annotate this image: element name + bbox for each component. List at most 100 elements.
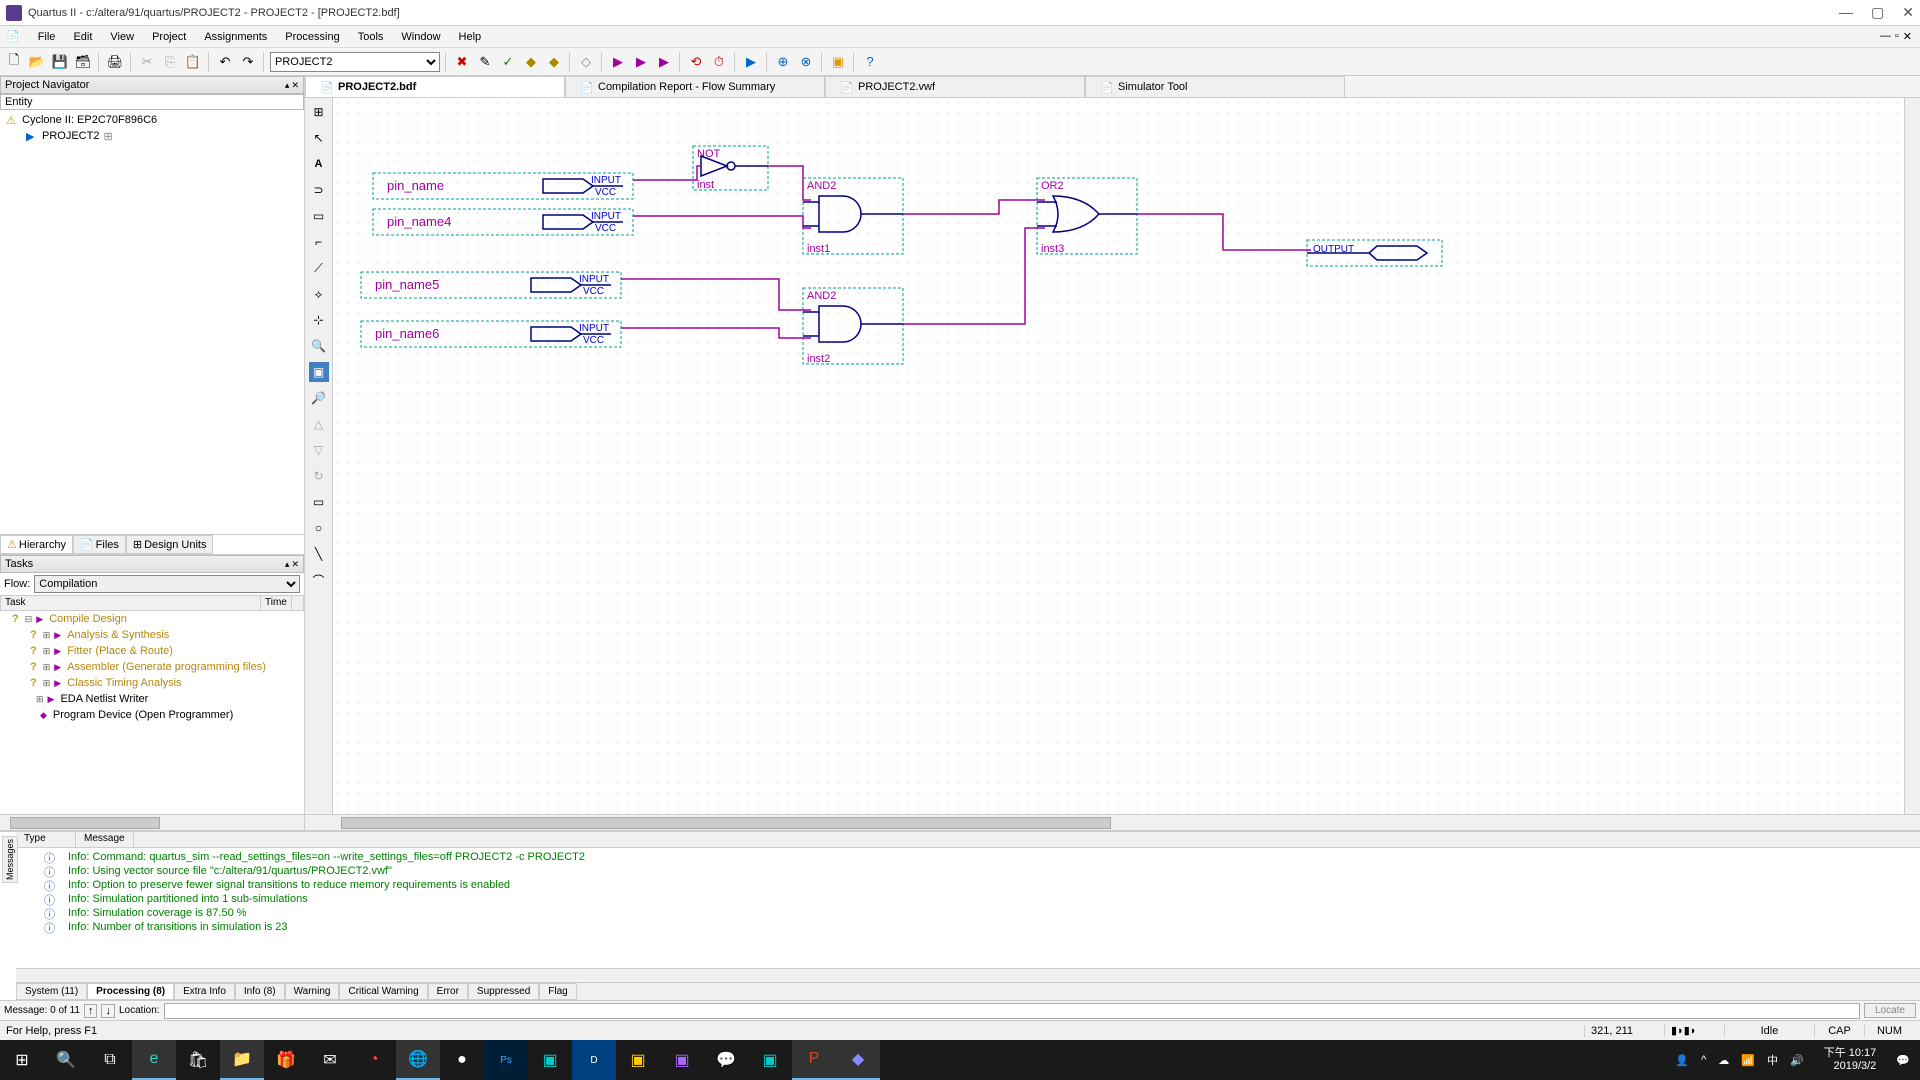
- message-row[interactable]: ⓘInfo: Number of transitions in simulati…: [16, 920, 1920, 934]
- tray-cloud-icon[interactable]: ☁: [1718, 1054, 1729, 1067]
- tasks-pin-icon[interactable]: ▴: [285, 559, 290, 570]
- task-row[interactable]: ?⊞▶Assembler (Generate programming files…: [0, 659, 304, 675]
- app-icon-8[interactable]: ▣: [748, 1040, 792, 1080]
- doc-close-icon[interactable]: ✕: [1903, 30, 1912, 43]
- tasks-close-icon[interactable]: ✕: [291, 559, 299, 570]
- tool-icon-6[interactable]: ◇: [576, 52, 596, 72]
- message-row[interactable]: ⓘInfo: Simulation partitioned into 1 sub…: [16, 892, 1920, 906]
- tasks-list[interactable]: ?⊟▶Compile Design?⊞▶Analysis & Synthesis…: [0, 611, 304, 814]
- tray-ime-icon[interactable]: 中: [1767, 1052, 1778, 1068]
- message-row[interactable]: ⓘInfo: Command: quartus_sim --read_setti…: [16, 850, 1920, 864]
- msg-up-icon[interactable]: ↑: [84, 1004, 98, 1018]
- tree-project[interactable]: ▶PROJECT2⊞: [2, 128, 302, 144]
- menu-edit[interactable]: Edit: [65, 29, 100, 45]
- tool-diagonal-icon[interactable]: ⟋: [309, 258, 329, 278]
- doc-tab[interactable]: 📄Compilation Report - Flow Summary: [565, 76, 825, 97]
- task-row[interactable]: ?⊞▶Classic Timing Analysis: [0, 675, 304, 691]
- entity-tree[interactable]: ⚠Cyclone II: EP2C70F896C6 ▶PROJECT2⊞: [0, 110, 304, 534]
- edge-icon[interactable]: e: [132, 1040, 176, 1080]
- tool-icon-3[interactable]: ✓: [498, 52, 518, 72]
- task-row[interactable]: ?⊞▶Fitter (Place & Route): [0, 643, 304, 659]
- doc-minimize-icon[interactable]: —: [1880, 30, 1891, 43]
- taskbar-clock[interactable]: 下午 10:17 2019/3/2: [1816, 1047, 1885, 1073]
- tool-icon-4[interactable]: ◆: [521, 52, 541, 72]
- notification-icon[interactable]: 💬: [1896, 1054, 1910, 1067]
- tool-rotate-icon[interactable]: ↻: [309, 466, 329, 486]
- menu-assignments[interactable]: Assignments: [196, 29, 275, 45]
- panel-close-icon[interactable]: ✕: [291, 80, 299, 91]
- app-icon-6[interactable]: ▣: [616, 1040, 660, 1080]
- message-row[interactable]: ⓘInfo: Using vector source file "c:/alte…: [16, 864, 1920, 878]
- tool-schematic-icon[interactable]: ⊞: [309, 102, 329, 122]
- message-tab[interactable]: Extra Info: [174, 983, 235, 1000]
- help-icon[interactable]: ?: [860, 52, 880, 72]
- tool-arc-icon[interactable]: ⟡: [309, 284, 329, 304]
- tool-icon-11[interactable]: ▶: [741, 52, 761, 72]
- doc-tab[interactable]: 📄Simulator Tool: [1085, 76, 1345, 97]
- doc-restore-icon[interactable]: ▫: [1895, 30, 1899, 43]
- line-icon[interactable]: 💬: [704, 1040, 748, 1080]
- message-row[interactable]: ⓘInfo: Option to preserve fewer signal t…: [16, 878, 1920, 892]
- mail-icon[interactable]: ✉: [308, 1040, 352, 1080]
- task-row[interactable]: ◆Program Device (Open Programmer): [0, 707, 304, 723]
- tool-icon-12[interactable]: ⊕: [773, 52, 793, 72]
- messages-hscroll[interactable]: [16, 968, 1920, 982]
- tool-icon-9[interactable]: ⟲: [686, 52, 706, 72]
- tray-up-icon[interactable]: ^: [1701, 1054, 1706, 1066]
- chrome-icon[interactable]: 🌐: [396, 1040, 440, 1080]
- explorer-icon[interactable]: 📁: [220, 1040, 264, 1080]
- tool-symbol-icon[interactable]: ⊃: [309, 180, 329, 200]
- message-tab[interactable]: Error: [428, 983, 468, 1000]
- save-all-icon[interactable]: 🗃: [73, 52, 93, 72]
- menu-view[interactable]: View: [102, 29, 142, 45]
- message-tab[interactable]: System (11): [16, 983, 87, 1000]
- left-hscroll[interactable]: [0, 814, 304, 830]
- project-combo[interactable]: PROJECT2: [270, 52, 440, 72]
- cut-icon[interactable]: ✂: [137, 52, 157, 72]
- store-icon[interactable]: 🛍: [176, 1040, 220, 1080]
- tool-fullscreen-icon[interactable]: ▣: [309, 362, 329, 382]
- save-icon[interactable]: 💾: [50, 52, 70, 72]
- paste-icon[interactable]: 📋: [183, 52, 203, 72]
- tool-flip-h-icon[interactable]: △: [309, 414, 329, 434]
- menu-processing[interactable]: Processing: [277, 29, 347, 45]
- doc-tab[interactable]: 📄PROJECT2.bdf: [305, 76, 565, 97]
- tool-icon-10[interactable]: ⏱: [709, 52, 729, 72]
- quartus-icon[interactable]: ◆: [836, 1040, 880, 1080]
- message-tab[interactable]: Suppressed: [468, 983, 539, 1000]
- doc-tab[interactable]: 📄PROJECT2.vwf: [825, 76, 1085, 97]
- message-tab[interactable]: Critical Warning: [339, 983, 427, 1000]
- app-icon-5[interactable]: D: [572, 1040, 616, 1080]
- tool-icon-8[interactable]: ▶: [654, 52, 674, 72]
- app-icon-3[interactable]: ●: [440, 1040, 484, 1080]
- tool-pointer-icon[interactable]: ↖: [309, 128, 329, 148]
- message-tab[interactable]: Warning: [285, 983, 340, 1000]
- tool-icon-14[interactable]: ▣: [828, 52, 848, 72]
- menu-window[interactable]: Window: [393, 29, 448, 45]
- tool-icon-13[interactable]: ⊗: [796, 52, 816, 72]
- undo-icon[interactable]: ↶: [215, 52, 235, 72]
- tool-rect-icon[interactable]: ▭: [309, 492, 329, 512]
- redo-icon[interactable]: ↷: [238, 52, 258, 72]
- panel-pin-icon[interactable]: ▴: [285, 80, 290, 91]
- tool-flip-v-icon[interactable]: ▽: [309, 440, 329, 460]
- tool-find-icon[interactable]: 🔎: [309, 388, 329, 408]
- task-row[interactable]: ?⊞▶Analysis & Synthesis: [0, 627, 304, 643]
- flow-select[interactable]: Compilation: [34, 575, 300, 593]
- menu-project[interactable]: Project: [144, 29, 194, 45]
- canvas-hscroll[interactable]: [305, 814, 1920, 830]
- app-icon-4[interactable]: ▣: [528, 1040, 572, 1080]
- print-icon[interactable]: 🖨: [105, 52, 125, 72]
- tool-text-icon[interactable]: A: [309, 154, 329, 174]
- tool-zoom-icon[interactable]: 🔍: [309, 336, 329, 356]
- tree-device[interactable]: ⚠Cyclone II: EP2C70F896C6: [2, 112, 302, 128]
- locate-button[interactable]: Locate: [1864, 1003, 1916, 1018]
- tray-wifi-icon[interactable]: 📶: [1741, 1054, 1755, 1067]
- start-icon[interactable]: ⊞: [0, 1040, 44, 1080]
- tool-icon-5[interactable]: ◆: [544, 52, 564, 72]
- location-input[interactable]: [164, 1003, 1860, 1019]
- powerpoint-icon[interactable]: P: [792, 1040, 836, 1080]
- tool-block-icon[interactable]: ▭: [309, 206, 329, 226]
- new-icon[interactable]: 🗋: [4, 52, 24, 72]
- tool-icon-7[interactable]: ▶: [631, 52, 651, 72]
